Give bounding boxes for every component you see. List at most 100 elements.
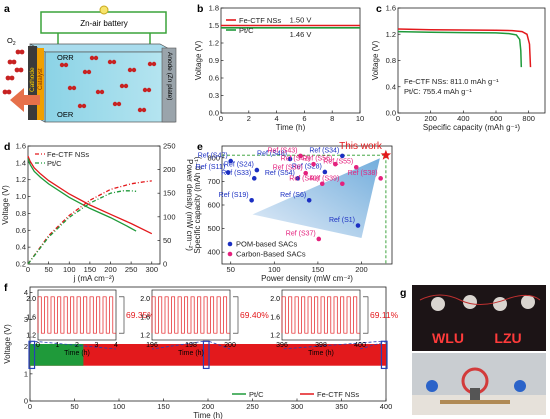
x-tick-label: 8	[330, 114, 334, 123]
panel-d: d 0 50 100 150 200 250 300 0.2 0.4 0.6 0.8 1.0 1.2 1.4…	[1, 141, 194, 283]
panel-c: c 0 200 400 600 800 0.0 0.4 0.8 1.2 1.6 Specific ca…	[371, 3, 546, 132]
zoom-connector	[281, 340, 388, 350]
x-tick-label: 100	[63, 265, 76, 274]
y-tick-label: 0.0	[209, 109, 219, 118]
x-tick-label: 10	[356, 114, 364, 123]
x-tick-label: 50	[44, 265, 52, 274]
y-tick-label: 0	[24, 397, 28, 406]
point-label: Ref (S28)	[292, 163, 322, 170]
scatter-point	[378, 176, 383, 181]
o2-label: O2	[7, 36, 16, 47]
fan-cell-left	[426, 380, 438, 392]
y-axis-label: Voltage (V)	[371, 40, 380, 80]
series-line-ptc	[397, 30, 523, 68]
y-tick-label: 4	[24, 288, 28, 297]
legend-label: Pt/C	[249, 390, 264, 399]
orr-label: ORR	[57, 53, 74, 62]
inset-x-tick-label: 400	[354, 342, 366, 349]
series-annotation: 1.50 V	[290, 16, 312, 25]
x-axis-label: Time (h)	[276, 123, 306, 132]
x-tick-label: 0	[28, 402, 32, 411]
point-label: Ref (S6)	[280, 192, 306, 199]
inset-y-tick-label: 1.6	[140, 314, 150, 321]
y2-tick-label: 250	[163, 142, 176, 151]
x-axis-label: j (mA cm⁻²)	[73, 274, 115, 283]
power-density-curve	[27, 190, 137, 265]
scatter-point	[333, 161, 338, 167]
point-label: Ref (S37)	[286, 230, 316, 237]
point-label: Ref (S36)	[273, 165, 303, 172]
legend-label: Carbon-Based SACs	[236, 250, 306, 259]
x-tick-label: 200	[355, 265, 368, 274]
y2-tick-label: 50	[163, 236, 171, 245]
polarization-curve	[27, 155, 153, 235]
point-label: Ref (S34)	[309, 147, 339, 154]
inset-2: 196 198 200 1.2 1.6 2.0 Time (h) 69.40%	[140, 289, 269, 357]
y-tick-label: 0.8	[16, 209, 26, 218]
legend-label: Fe-CTF NSs	[317, 390, 359, 399]
x-tick-label: 150	[312, 265, 325, 274]
series-line-fe-ctf	[397, 28, 532, 68]
x-tick-label: 50	[70, 402, 78, 411]
plot-frame	[27, 145, 161, 265]
x-tick-label: 4	[275, 114, 279, 123]
x-tick-label: 200	[424, 114, 437, 123]
zoom-marker	[380, 340, 388, 370]
point-label: Ref (S40)	[289, 175, 319, 182]
inset-x-tick-label: 4	[114, 342, 118, 349]
trend-arrow	[252, 158, 380, 239]
y2-tick-label: 200	[163, 165, 176, 174]
inset-3: 396 398 400 1.2 1.6 2.0 Time (h) 69.11%	[270, 289, 399, 357]
legend-label: Fe-CTF NSs: 811.0 mAh g⁻¹	[404, 77, 499, 86]
y-tick-label: 600	[207, 201, 220, 210]
y-axis-label: Voltage (V)	[3, 324, 12, 364]
battery-cell-3	[493, 297, 507, 311]
scatter-point	[254, 167, 260, 173]
legend-label: Pt/C	[239, 26, 254, 35]
battery-label: Zn-air battery	[80, 19, 128, 28]
scatter-point	[298, 153, 303, 159]
y2-axis-label: Power density (mW cm⁻²)	[185, 159, 194, 251]
tank-top	[29, 43, 176, 53]
x-tick-label: 100	[268, 265, 281, 274]
oxygen-arrow-icon	[10, 88, 40, 112]
scatter-point	[225, 170, 231, 175]
scatter-point	[353, 164, 359, 170]
inset-y-tick-label: 1.2	[270, 332, 280, 339]
inset-x-axis-label: Time (h)	[64, 350, 90, 357]
point-label: Ref (S38)	[348, 170, 378, 177]
y-tick-label: 400	[207, 248, 220, 257]
point-label: Ref (S19)	[219, 192, 249, 199]
zoom-marker	[202, 340, 210, 370]
y2-tick-label: 150	[163, 189, 176, 198]
inset-x-tick-label: 198	[185, 342, 197, 349]
point-label: Ref (S48)	[257, 150, 287, 157]
y-tick-label: 1.0	[16, 192, 26, 201]
inset-y-tick-label: 1.2	[140, 332, 150, 339]
x-tick-label: 600	[490, 114, 503, 123]
legend-label: POM-based SACs	[236, 240, 298, 249]
x-tick-label: 100	[113, 402, 126, 411]
scatter-point	[319, 181, 325, 187]
y-tick-label: 0.2	[16, 260, 26, 269]
panel-g-label: g	[400, 287, 406, 299]
inset-x-tick-label: 200	[224, 342, 236, 349]
this-work-marker	[380, 149, 392, 160]
y2-tick-label: 0	[163, 260, 167, 269]
legend-marker	[227, 241, 233, 247]
power-density-curve	[27, 180, 152, 265]
inset-x-tick-label: 0	[36, 342, 40, 349]
y-tick-label: 0.8	[386, 56, 396, 65]
y-tick-label: 2	[24, 342, 28, 351]
x-tick-label: 2	[247, 114, 251, 123]
y-tick-label: 1.6	[386, 4, 396, 13]
battery-wires	[57, 33, 151, 44]
panel-b: b 0 2 4 6 8 10 0.0 0.3 0.6 0.9 1.2 1.5 1.8 Time (h) Vol…	[194, 3, 364, 132]
cycling-band-ptc	[30, 344, 84, 366]
y-tick-label: 1.4	[16, 158, 26, 167]
y-tick-label: 0.4	[16, 243, 26, 252]
bulb-icon	[99, 5, 109, 15]
x-axis-label: Time (h)	[193, 411, 223, 419]
